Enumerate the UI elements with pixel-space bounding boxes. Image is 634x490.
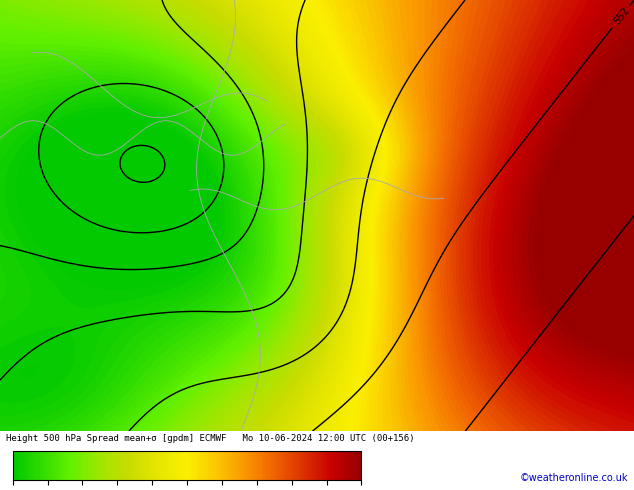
Text: 552: 552 <box>612 6 631 27</box>
Text: ©weatheronline.co.uk: ©weatheronline.co.uk <box>520 473 628 483</box>
Text: Height 500 hPa Spread mean+σ [gpdm] ECMWF   Mo 10-06-2024 12:00 UTC (00+156): Height 500 hPa Spread mean+σ [gpdm] ECMW… <box>6 435 415 443</box>
